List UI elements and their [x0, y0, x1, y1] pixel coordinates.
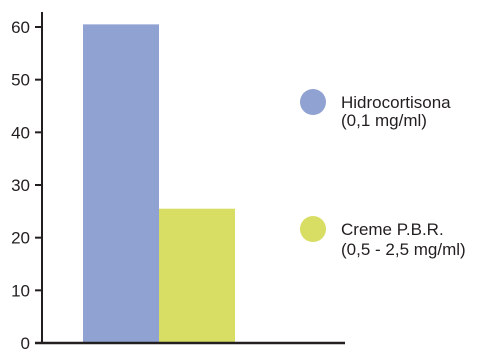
bars [83, 24, 235, 343]
y-tick-label: 30 [11, 176, 30, 195]
legend-swatch [300, 216, 326, 242]
legend-sublabel: (0,1 mg/ml) [341, 111, 427, 130]
y-tick-label: 20 [11, 229, 30, 248]
y-axis: 0 10 20 30 40 50 60 [11, 12, 43, 352]
y-tick-label: 60 [11, 18, 30, 37]
y-tick-label: 50 [11, 71, 30, 90]
legend-item: Creme P.B.R.(0,5 - 2,5 mg/ml) [300, 216, 466, 259]
bar [159, 208, 235, 343]
legend-label: Hidrocortisona [341, 93, 451, 112]
y-tick-label: 0 [21, 334, 30, 352]
y-tick-label: 40 [11, 123, 30, 142]
legend-swatch [300, 89, 326, 115]
legend-label: Creme P.B.R. [341, 220, 444, 239]
legend-item: Hidrocortisona(0,1 mg/ml) [300, 89, 451, 130]
bar [83, 24, 159, 343]
legend-sublabel: (0,5 - 2,5 mg/ml) [341, 240, 466, 259]
legend: Hidrocortisona(0,1 mg/ml)Creme P.B.R.(0,… [300, 89, 466, 259]
y-tick-label: 10 [11, 281, 30, 300]
